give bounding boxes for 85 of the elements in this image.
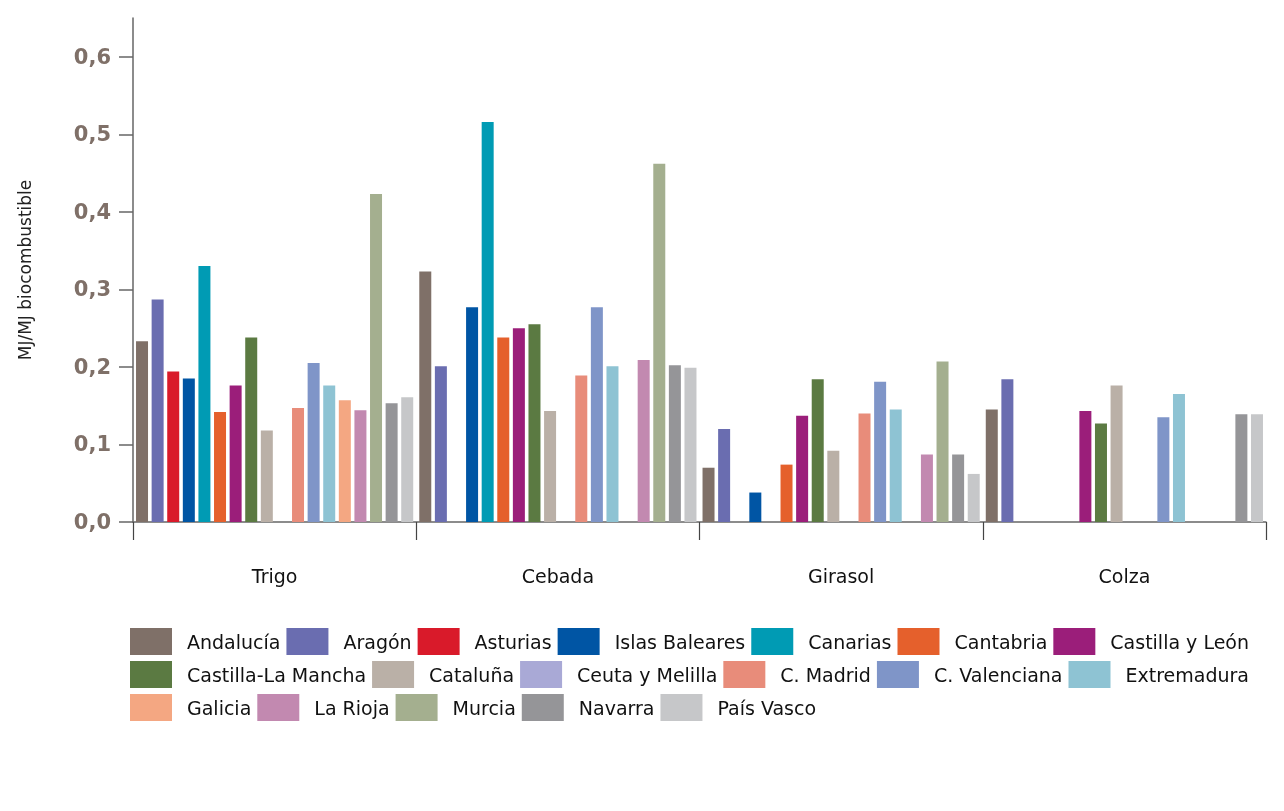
y-tick-label: 0,1	[73, 432, 111, 457]
bar	[260, 430, 273, 522]
bar	[668, 365, 681, 522]
bar	[718, 428, 731, 522]
bar	[796, 415, 809, 522]
legend-label: C. Madrid	[780, 663, 871, 686]
bar	[1110, 385, 1123, 522]
bar	[401, 397, 414, 522]
bar	[952, 454, 965, 522]
x-tick-label: Trigo	[250, 564, 298, 587]
bar	[434, 366, 447, 522]
legend-label: Ceuta y Melilla	[577, 663, 718, 686]
bar	[684, 367, 697, 522]
bar	[1001, 379, 1014, 522]
bar	[936, 361, 949, 522]
bar	[1157, 417, 1170, 522]
bar	[370, 194, 383, 522]
legend-label: C. Valenciana	[933, 663, 1063, 686]
bar	[920, 454, 933, 522]
bar	[419, 271, 432, 522]
y-tick-label: 0,5	[73, 122, 111, 147]
bar	[323, 385, 336, 522]
y-tick-label: 0,3	[73, 277, 111, 302]
y-tick-label: 0,2	[73, 354, 111, 379]
legend-label: Aragón	[343, 630, 412, 653]
x-tick-label: Girasol	[807, 564, 875, 587]
bar	[292, 408, 305, 522]
bar	[653, 163, 666, 522]
legend-label: Navarra	[578, 696, 655, 719]
y-tick-label: 0,4	[73, 199, 111, 224]
bar	[702, 467, 715, 522]
bar	[497, 337, 510, 522]
bar	[1079, 411, 1092, 522]
bar	[512, 328, 525, 522]
legend-label: Cantabria	[954, 630, 1048, 653]
bar	[136, 341, 149, 522]
legend-label: Asturias	[474, 630, 552, 653]
bar	[637, 359, 650, 522]
x-tick-label: Cebada	[521, 564, 595, 587]
bar	[151, 299, 164, 522]
bar	[214, 411, 227, 522]
legend-label: Murcia	[452, 696, 516, 719]
bar	[1094, 423, 1107, 522]
legend-label: Islas Baleares	[614, 630, 746, 653]
y-axis-title: MJ/MJ biocombustible	[14, 179, 35, 361]
bar	[229, 385, 242, 522]
bar	[466, 307, 479, 522]
bar	[858, 413, 871, 522]
bar	[874, 381, 887, 522]
bar	[590, 307, 603, 522]
legend-label: Extremadura	[1125, 663, 1249, 686]
bar	[827, 450, 840, 522]
bar	[1172, 394, 1185, 522]
bar	[985, 409, 998, 522]
y-tick-label: 0,6	[73, 44, 111, 69]
bar	[1235, 414, 1248, 522]
legend-label: País Vasco	[717, 696, 817, 719]
bar	[889, 409, 902, 522]
bar	[606, 366, 619, 522]
y-tick-label: 0,0	[73, 510, 111, 534]
bar	[967, 473, 980, 522]
legend-label: Cataluña	[429, 663, 515, 686]
bar	[338, 400, 351, 522]
bar	[182, 378, 195, 522]
bar	[528, 324, 541, 522]
legend-label: Castilla y León	[1110, 630, 1249, 653]
legend-label: La Rioja	[314, 696, 390, 719]
bar	[385, 403, 398, 522]
bar	[1250, 414, 1263, 522]
bar	[811, 379, 824, 522]
legend-label: Andalucía	[187, 630, 281, 653]
bar	[544, 411, 557, 522]
legend-label: Castilla-La Mancha	[187, 663, 367, 686]
bar	[575, 375, 588, 522]
x-tick-label: Colza	[1098, 564, 1151, 587]
bar	[749, 492, 762, 522]
bar	[481, 121, 494, 522]
bar	[167, 371, 180, 522]
bar	[354, 410, 367, 522]
legend-label: Canarias	[808, 630, 892, 653]
legend-label: Galicia	[187, 696, 252, 719]
bar	[198, 266, 211, 522]
bar	[245, 337, 258, 522]
bar	[780, 464, 793, 522]
bar	[307, 363, 320, 522]
